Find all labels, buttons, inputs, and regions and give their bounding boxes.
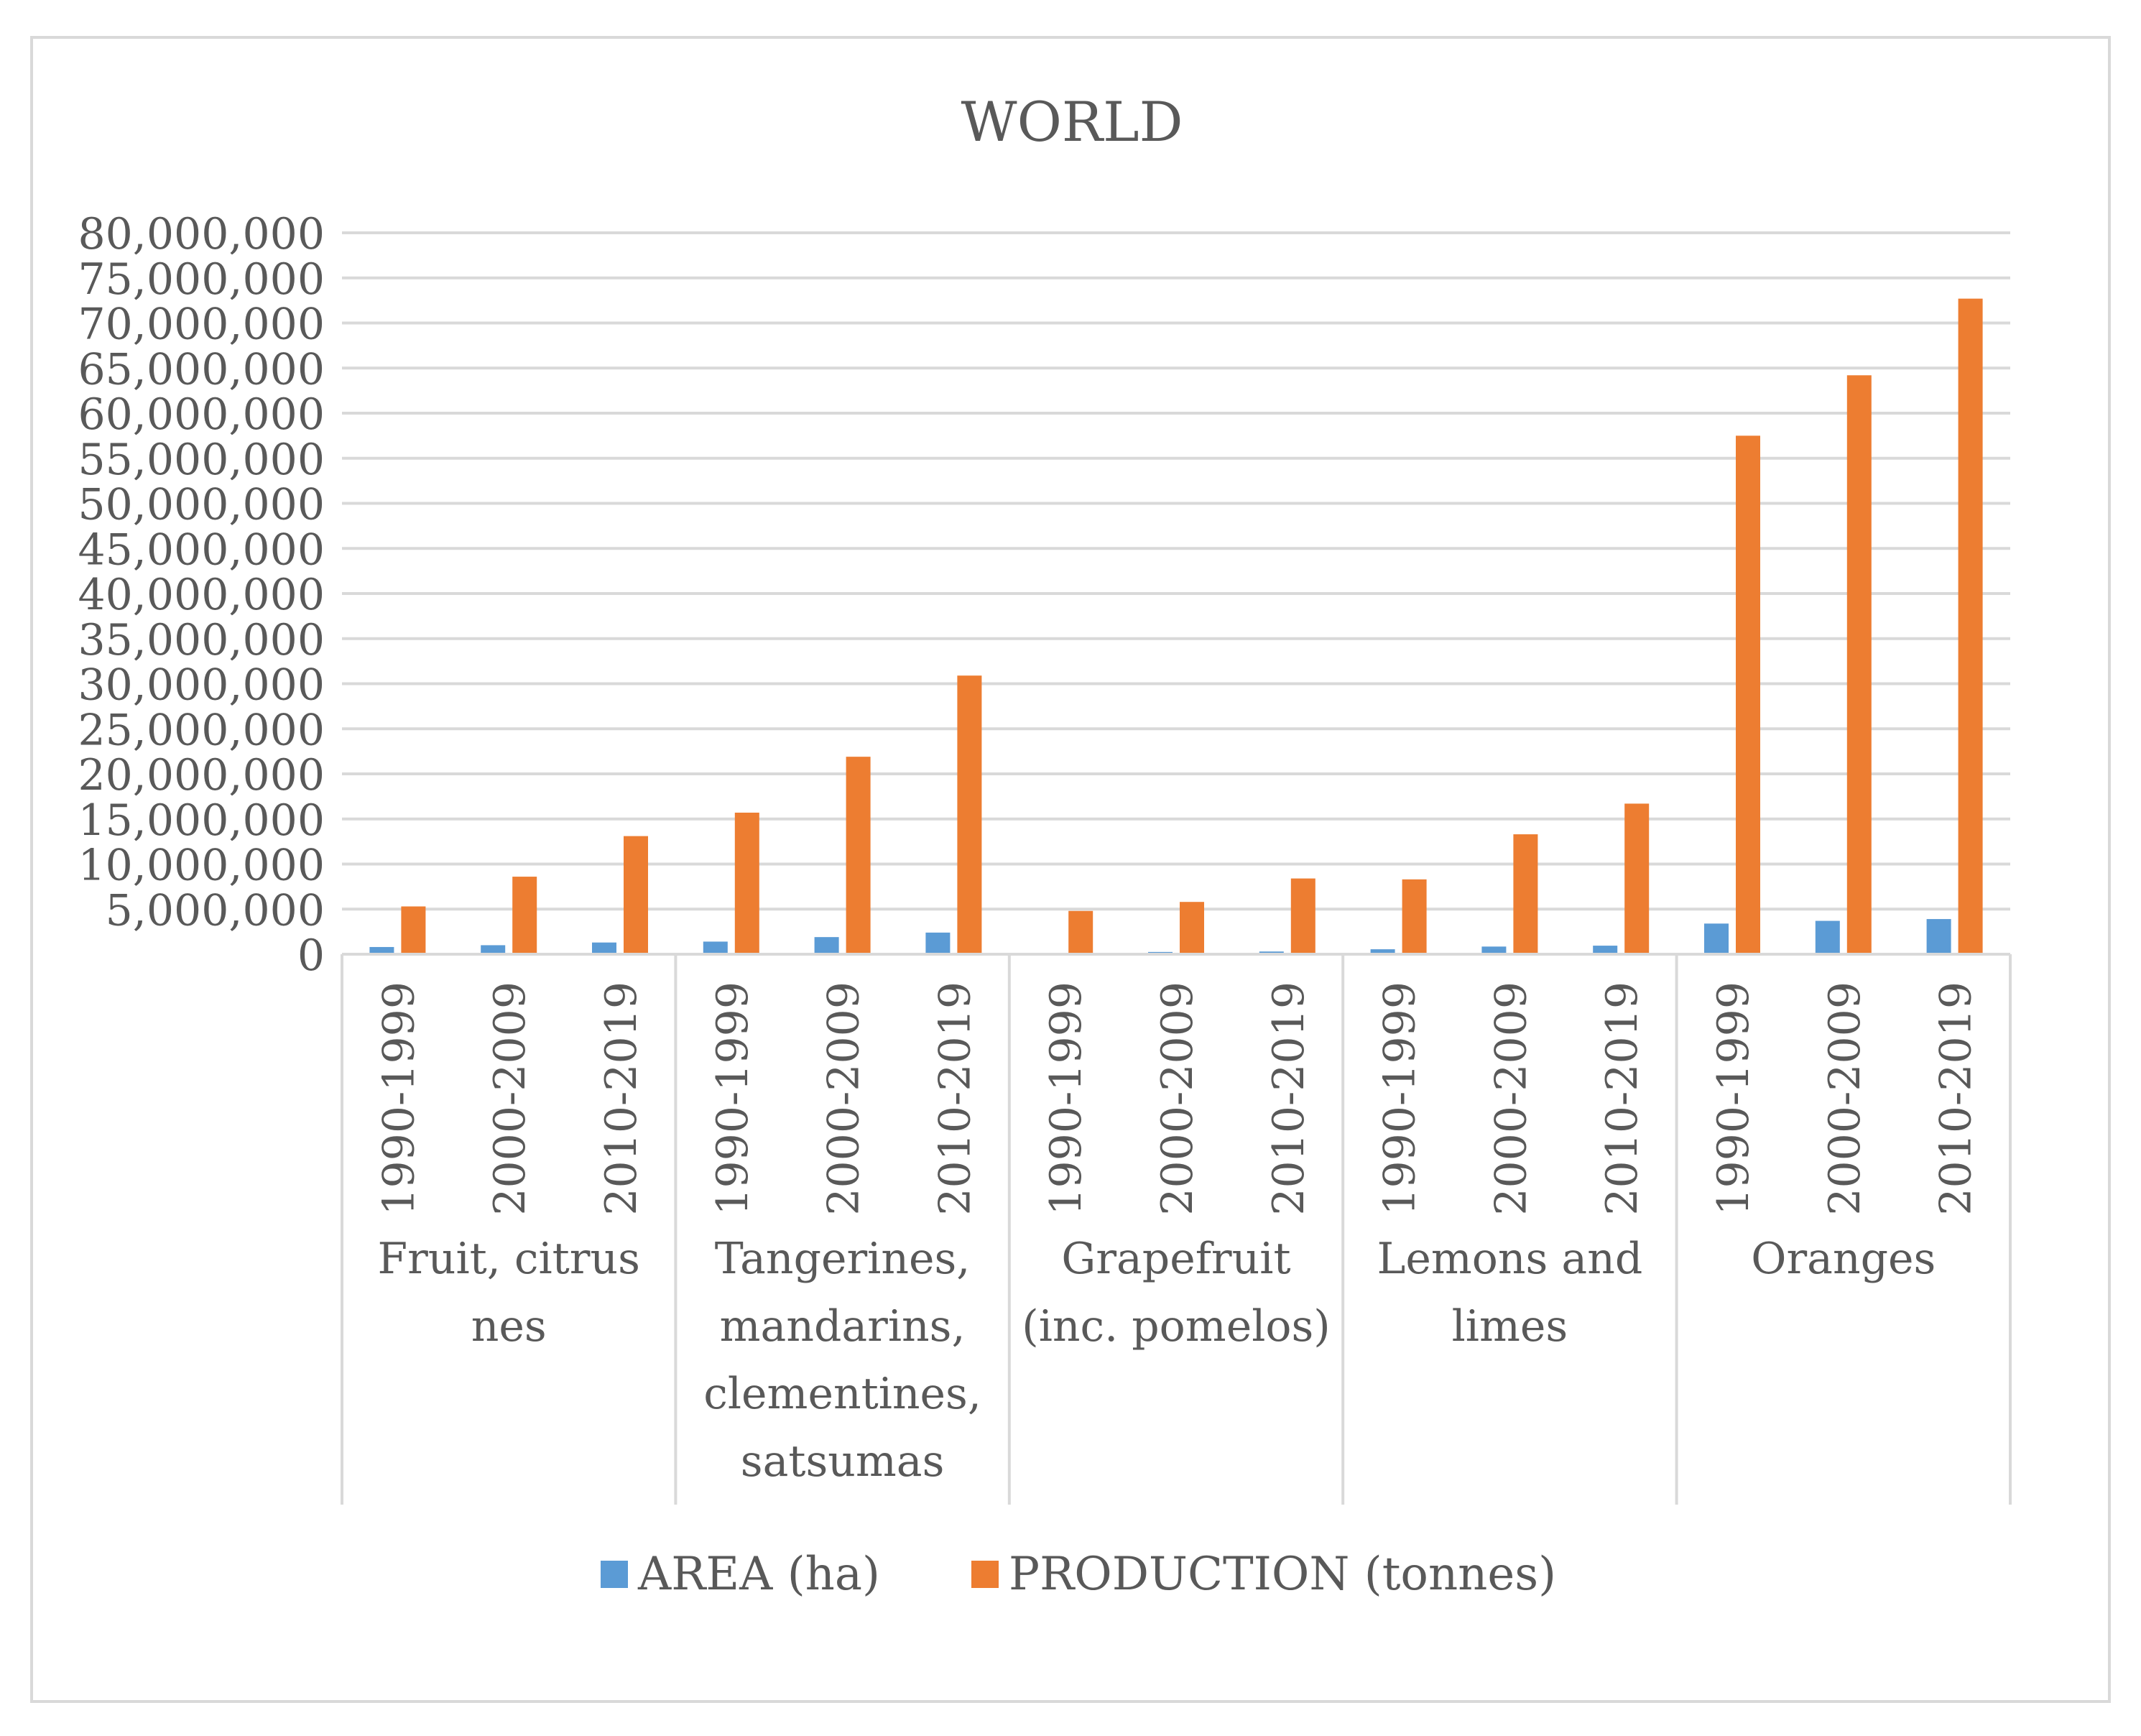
bar bbox=[734, 812, 759, 954]
x-axis-labels: 1990-1999 2000-2009 2010-2019 Fruit, citrus… bbox=[374, 982, 1981, 1487]
y-tick-label: 25,000,000 bbox=[78, 705, 325, 755]
y-tick-label: 65,000,000 bbox=[78, 344, 325, 394]
group-label-line: Grapefruit bbox=[1061, 1234, 1290, 1284]
x-tick-label: 1990-1999 bbox=[1375, 982, 1425, 1216]
y-tick-label: 70,000,000 bbox=[78, 300, 325, 350]
group-label: Fruit, citrus nes bbox=[377, 1234, 639, 1352]
bar bbox=[1068, 910, 1093, 954]
x-tick-label: 2010-2019 bbox=[1597, 982, 1647, 1216]
bar bbox=[925, 932, 951, 954]
bar bbox=[1846, 375, 1872, 954]
bar bbox=[624, 836, 648, 954]
x-tick-label: 1990-1999 bbox=[374, 982, 424, 1216]
bar bbox=[1402, 879, 1427, 954]
bar bbox=[1704, 923, 1729, 954]
bar bbox=[1958, 298, 1983, 954]
y-tick-label: 45,000,000 bbox=[78, 525, 325, 575]
bar bbox=[369, 946, 394, 954]
chart-title: WORLD bbox=[961, 90, 1183, 154]
legend-label: PRODUCTION (tonnes) bbox=[1009, 1548, 1556, 1601]
x-tick-label: 2010-2019 bbox=[596, 982, 647, 1216]
x-tick-label: 2000-2009 bbox=[1486, 982, 1536, 1216]
bar bbox=[957, 675, 982, 954]
category-axis bbox=[341, 953, 2012, 1505]
y-tick-label: 5,000,000 bbox=[106, 885, 325, 936]
y-tick-label: 55,000,000 bbox=[78, 435, 325, 485]
y-tick-label: 60,000,000 bbox=[78, 389, 325, 440]
x-tick-label: 2010-2019 bbox=[930, 982, 980, 1216]
group-label-line: Tangerines, bbox=[715, 1234, 971, 1284]
bar bbox=[1290, 878, 1315, 954]
x-tick-label: 2000-2009 bbox=[1820, 982, 1870, 1216]
bar bbox=[814, 937, 839, 954]
y-tick-label: 10,000,000 bbox=[78, 841, 325, 891]
bar bbox=[512, 877, 537, 954]
bar bbox=[1624, 803, 1650, 954]
x-tick-label: 1990-1999 bbox=[1708, 982, 1759, 1216]
x-tick-label: 1990-1999 bbox=[708, 982, 758, 1216]
chart-svg: WORLD 05,000,00010,000,00015,000,00020,0… bbox=[78, 90, 2012, 1601]
bar bbox=[401, 906, 426, 954]
x-tick-label: 2000-2009 bbox=[485, 982, 535, 1216]
group-label-line: Fruit, citrus bbox=[377, 1234, 639, 1284]
bar bbox=[1180, 902, 1204, 954]
bar bbox=[1736, 435, 1760, 954]
x-tick-label: 2000-2009 bbox=[819, 982, 869, 1216]
y-tick-label: 0 bbox=[297, 931, 325, 981]
x-tick-label: 2010-2019 bbox=[1931, 982, 1982, 1216]
bar bbox=[1370, 949, 1395, 954]
bar bbox=[1926, 919, 1951, 954]
legend-swatch bbox=[971, 1561, 999, 1588]
group-label: Oranges bbox=[1751, 1234, 1936, 1284]
y-tick-label: 15,000,000 bbox=[78, 795, 325, 846]
bar bbox=[592, 942, 616, 954]
y-tick-label: 50,000,000 bbox=[78, 480, 325, 530]
group-label-line: mandarins, bbox=[720, 1301, 966, 1352]
legend-swatch bbox=[601, 1561, 628, 1588]
y-tick-label: 40,000,000 bbox=[78, 570, 325, 620]
group-label-line: nes bbox=[471, 1301, 547, 1352]
bar bbox=[1481, 946, 1507, 954]
bar bbox=[846, 757, 871, 954]
y-tick-label: 75,000,000 bbox=[78, 254, 325, 305]
y-tick-label: 30,000,000 bbox=[78, 660, 325, 711]
bar bbox=[481, 945, 506, 954]
y-tick-label: 20,000,000 bbox=[78, 750, 325, 800]
y-axis-tick-labels: 05,000,00010,000,00015,000,00020,000,000… bbox=[78, 209, 325, 981]
group-label-line: Oranges bbox=[1751, 1234, 1936, 1284]
bar bbox=[1513, 834, 1538, 954]
x-tick-label: 2000-2009 bbox=[1152, 982, 1203, 1216]
group-label-line: Lemons and bbox=[1377, 1234, 1643, 1284]
bar bbox=[703, 941, 728, 954]
x-tick-label: 2010-2019 bbox=[1264, 982, 1314, 1216]
bars bbox=[369, 298, 1983, 954]
group-label-line: clementines, bbox=[703, 1369, 981, 1419]
group-label: Lemons and limes bbox=[1377, 1234, 1643, 1352]
legend-label: AREA (ha) bbox=[637, 1548, 880, 1601]
y-tick-label: 35,000,000 bbox=[78, 615, 325, 665]
bar bbox=[1593, 946, 1618, 954]
bar bbox=[1815, 920, 1840, 954]
legend: AREA (ha) PRODUCTION (tonnes) bbox=[601, 1548, 1556, 1601]
group-label-line: (inc. pomelos) bbox=[1022, 1301, 1330, 1352]
group-label-line: limes bbox=[1452, 1301, 1568, 1352]
group-label-line: satsumas bbox=[741, 1436, 945, 1487]
group-label: Tangerines, mandarins, clementines, satsuma… bbox=[703, 1234, 981, 1487]
gridlines bbox=[342, 231, 2010, 911]
y-tick-label: 80,000,000 bbox=[78, 209, 325, 259]
group-label: Grapefruit (inc. pomelos) bbox=[1022, 1234, 1330, 1352]
chart-frame: WORLD 0 5,000,000 10,000,000 15,000,000 20,0… bbox=[30, 36, 2111, 1703]
x-tick-label: 1990-1999 bbox=[1041, 982, 1091, 1216]
